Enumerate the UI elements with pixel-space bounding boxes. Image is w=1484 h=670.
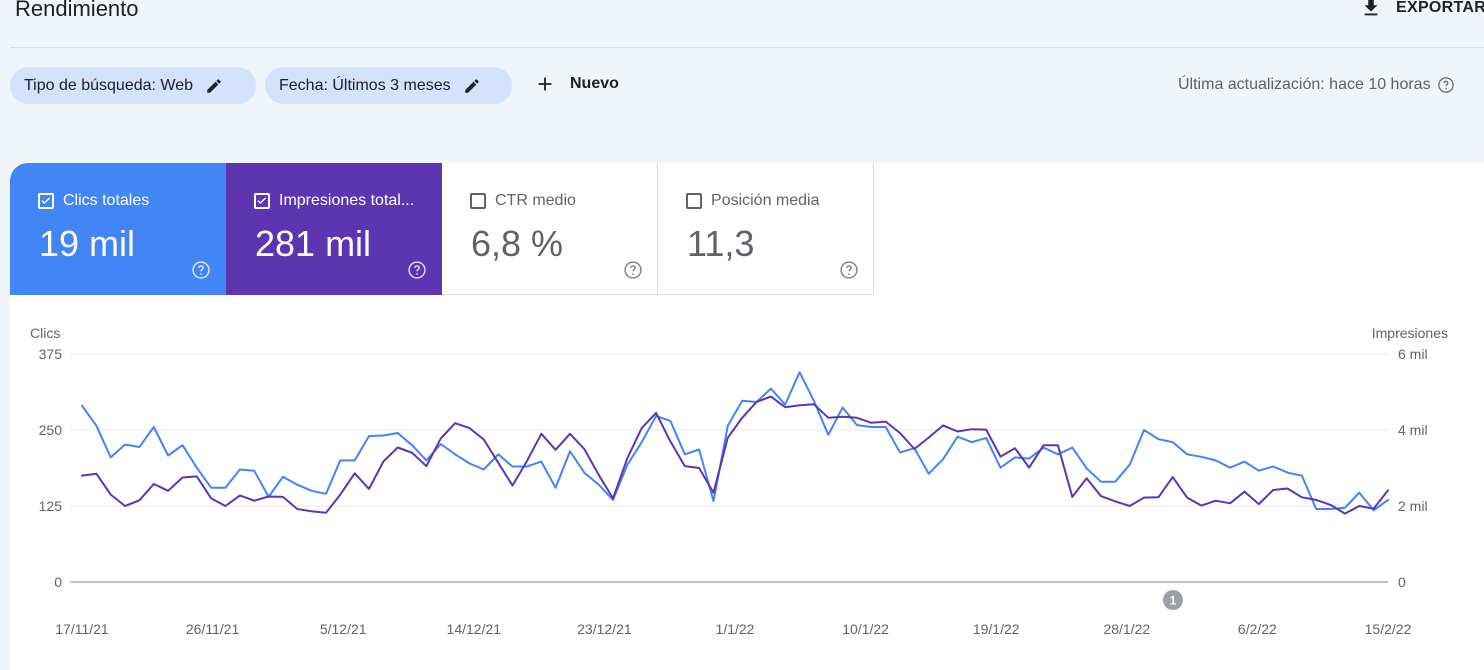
page-title: Rendimiento (15, 0, 139, 21)
edit-icon[interactable] (205, 77, 223, 95)
help-icon[interactable] (1437, 76, 1455, 94)
checkbox-checked-icon[interactable] (38, 193, 54, 209)
export-button[interactable]: EXPORTAR (1360, 0, 1484, 19)
metric-value: 6,8 % (471, 223, 564, 264)
help-icon[interactable] (623, 260, 643, 280)
x-tick-label: 17/11/21 (55, 621, 109, 637)
metric-label: CTR medio (495, 192, 576, 209)
metric-card-impressions[interactable]: Impresiones total... 281 mil (226, 163, 442, 295)
metric-card-ctr[interactable]: CTR medio 6,8 % (442, 163, 658, 295)
metric-label: Clics totales (63, 192, 150, 209)
filter-chip-label: Tipo de búsqueda: Web (24, 76, 194, 94)
performance-card: Clics totales 19 mil Impresiones total..… (10, 163, 1484, 670)
x-tick-label: 19/1/22 (973, 621, 1020, 637)
grid-lines (70, 353, 1388, 583)
help-icon[interactable] (839, 260, 859, 280)
y-axis-title-left: Clics (30, 325, 60, 341)
help-icon[interactable] (407, 260, 427, 280)
page-header: Rendimiento EXPORTAR (0, 0, 1484, 48)
last-update-text: Última actualización: hace 10 horas (1178, 76, 1431, 93)
series-line-impressions (81, 395, 1389, 515)
checkbox-checked-icon[interactable] (254, 193, 270, 209)
y-tick-label-left: 125 (39, 498, 63, 514)
annotation-circle[interactable] (1163, 590, 1183, 610)
new-filter-button[interactable]: Nuevo (534, 73, 619, 95)
x-tick-label: 5/12/21 (320, 621, 367, 637)
annotation-badge: 1 (1170, 594, 1177, 608)
x-tick-label: 14/12/21 (447, 621, 502, 637)
help-icon[interactable] (191, 260, 211, 280)
export-label: EXPORTAR (1396, 0, 1484, 16)
y-tick-label-right: 0 (1398, 574, 1406, 590)
y-axis-title-right: Impresiones (1372, 325, 1448, 341)
filter-chip-search-type[interactable]: Tipo de búsqueda: Web (10, 67, 256, 104)
filter-chip-label: Fecha: Últimos 3 meses (279, 76, 451, 94)
x-tick-label: 28/1/22 (1103, 621, 1150, 637)
y-tick-label-left: 250 (39, 422, 63, 438)
metric-label: Impresiones total... (279, 192, 415, 209)
checkbox-unchecked-icon[interactable] (686, 193, 702, 209)
performance-chart: Clics Impresiones 0 0 125 2 mil 250 4 mil 375 6… (30, 325, 1448, 637)
axis-ticks: 0 0 125 2 mil 250 4 mil 375 6 mil 17/11/21 26/11/… (39, 346, 1428, 637)
checkbox-unchecked-icon[interactable] (470, 193, 486, 209)
annotation-marker[interactable]: 1 (1163, 590, 1183, 610)
metric-card-position[interactable]: Posición media 11,3 (658, 163, 874, 295)
x-tick-label: 23/12/21 (577, 621, 632, 637)
metric-value: 11,3 (687, 223, 755, 264)
y-tick-label-left: 0 (54, 574, 62, 590)
y-tick-label-right: 6 mil (1398, 346, 1428, 362)
plus-icon (538, 77, 552, 91)
y-tick-label-left: 375 (39, 346, 63, 362)
metric-value: 281 mil (255, 223, 372, 264)
metric-label: Posición media (711, 192, 820, 209)
last-update: Última actualización: hace 10 horas (1178, 76, 1455, 94)
series-lines (81, 371, 1389, 515)
x-tick-label: 15/2/22 (1365, 621, 1412, 637)
edit-icon[interactable] (463, 77, 481, 95)
series-line-clicks (81, 371, 1389, 512)
y-tick-label-right: 2 mil (1398, 498, 1428, 514)
y-tick-label-right: 4 mil (1398, 422, 1428, 438)
metric-card-clicks[interactable]: Clics totales 19 mil (10, 163, 226, 295)
x-tick-label: 26/11/21 (186, 621, 240, 637)
x-tick-label: 10/1/22 (842, 621, 889, 637)
download-icon (1364, 0, 1378, 16)
header-divider (10, 47, 1484, 48)
new-filter-label: Nuevo (570, 75, 619, 92)
filter-chip-date[interactable]: Fecha: Últimos 3 meses (265, 67, 512, 104)
x-tick-label: 1/1/22 (716, 621, 755, 637)
x-tick-label: 6/2/22 (1238, 621, 1277, 637)
metric-value: 19 mil (39, 223, 136, 264)
